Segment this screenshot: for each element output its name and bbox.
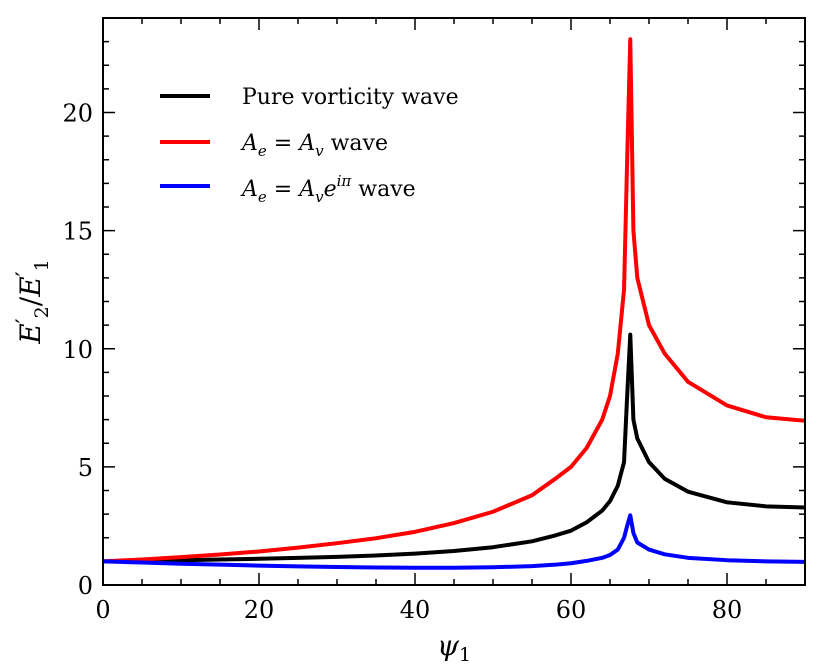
x-axis-label-main: ψ <box>437 629 460 662</box>
legend-label-ae-eq-av: Ae = Av wave <box>240 131 388 160</box>
series-line-1 <box>103 37 805 564</box>
x-tick-label: 20 <box>244 596 275 624</box>
y-axis-label-prime2: ′ <box>13 271 38 276</box>
x-tick-label: 40 <box>400 596 431 624</box>
x-tick-label: 0 <box>95 596 110 624</box>
y-axis-label-e1: E <box>14 323 47 344</box>
y-axis-label-slash: / <box>14 296 47 306</box>
series-line-2 <box>103 513 805 570</box>
x-tick-label: 80 <box>712 596 743 624</box>
y-axis-label-prime1: ′ <box>13 318 38 323</box>
x-axis-label-sub: 1 <box>459 644 471 664</box>
y-axis-label-sub1: 1 <box>31 259 53 271</box>
legend-label-pure-vorticity: Pure vorticity wave <box>242 85 459 110</box>
y-tick-label: 10 <box>62 336 93 364</box>
series-line-0 <box>103 332 805 564</box>
y-axis-label-sub2: 2 <box>31 306 53 318</box>
y-tick-label: 20 <box>62 100 93 128</box>
y-tick-label: 15 <box>62 218 93 246</box>
y-tick-label: 0 <box>78 572 93 600</box>
y-tick-label: 5 <box>78 454 93 482</box>
plot-area-frame <box>102 17 806 586</box>
legend-label-ae-eq-av-eipi: Ae = Aveiπ wave <box>240 172 416 206</box>
tick-labels: 0 20 40 60 80 0 5 10 15 20 <box>62 100 742 625</box>
x-axis-label: ψ1 <box>437 629 471 664</box>
y-axis-label: E′2/E′1 <box>13 259 53 345</box>
y-axis-label-e2: E <box>14 276 47 297</box>
series-layer <box>103 37 805 570</box>
x-tick-label: 60 <box>556 596 587 624</box>
legend: Pure vorticity wave Ae = Av wave Ae = Av… <box>160 85 459 206</box>
